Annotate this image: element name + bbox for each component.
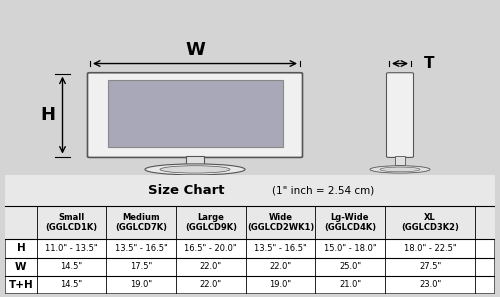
Text: 27.5": 27.5" <box>419 262 441 271</box>
Text: 19.0": 19.0" <box>130 280 152 289</box>
Text: 19.0": 19.0" <box>270 280 291 289</box>
Text: 22.0": 22.0" <box>200 262 222 271</box>
Text: 14.5": 14.5" <box>60 262 82 271</box>
Text: H: H <box>40 106 55 124</box>
FancyBboxPatch shape <box>386 73 413 157</box>
Ellipse shape <box>145 164 245 175</box>
Text: XL
(GGLCD3K2): XL (GGLCD3K2) <box>401 213 459 233</box>
Text: Small
(GGLCD1K): Small (GGLCD1K) <box>46 213 98 233</box>
Text: H: H <box>16 244 26 254</box>
Text: T: T <box>424 56 434 71</box>
Text: W: W <box>15 262 26 272</box>
Text: 17.5": 17.5" <box>130 262 152 271</box>
Text: W: W <box>185 41 205 59</box>
Text: 25.0": 25.0" <box>339 262 361 271</box>
Text: 11.0" - 13.5": 11.0" - 13.5" <box>46 244 98 253</box>
Text: 23.0": 23.0" <box>419 280 441 289</box>
Text: 22.0": 22.0" <box>270 262 291 271</box>
Ellipse shape <box>380 167 420 172</box>
Ellipse shape <box>370 166 430 173</box>
Bar <box>186 156 204 165</box>
Text: (1" inch = 2.54 cm): (1" inch = 2.54 cm) <box>272 186 374 196</box>
Ellipse shape <box>160 166 230 173</box>
Text: 14.5": 14.5" <box>60 280 82 289</box>
Text: Medium
(GGLCD7K): Medium (GGLCD7K) <box>115 213 167 233</box>
Text: Lg-Wide
(GGLCD4K): Lg-Wide (GGLCD4K) <box>324 213 376 233</box>
Text: 13.5" - 16.5": 13.5" - 16.5" <box>115 244 168 253</box>
Text: 13.5" - 16.5": 13.5" - 16.5" <box>254 244 307 253</box>
FancyBboxPatch shape <box>88 73 302 157</box>
Text: 21.0": 21.0" <box>339 280 361 289</box>
Text: Wide
(GGLCD2WK1): Wide (GGLCD2WK1) <box>247 213 314 233</box>
Bar <box>5 175 495 206</box>
Text: Size Chart: Size Chart <box>148 184 224 197</box>
Text: 18.0" - 22.5": 18.0" - 22.5" <box>404 244 456 253</box>
Text: 15.0" - 18.0": 15.0" - 18.0" <box>324 244 376 253</box>
Text: 22.0": 22.0" <box>200 280 222 289</box>
Text: 16.5" - 20.0": 16.5" - 20.0" <box>184 244 237 253</box>
Bar <box>395 156 405 165</box>
Bar <box>5 206 495 239</box>
Bar <box>108 80 282 147</box>
Text: T+H: T+H <box>8 280 34 290</box>
Text: Large
(GGLCD9K): Large (GGLCD9K) <box>185 213 237 233</box>
